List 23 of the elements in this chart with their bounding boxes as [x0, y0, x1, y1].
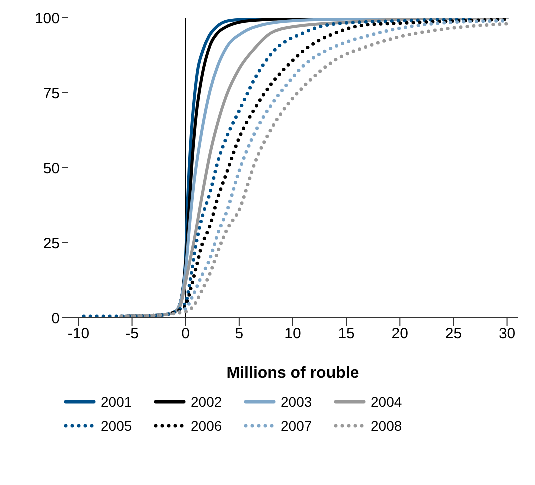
- x-axis-title: Millions of rouble: [226, 365, 360, 382]
- x-tick-label: -10: [68, 326, 90, 343]
- legend-label: 2007: [281, 418, 312, 434]
- legend-label: 2006: [191, 418, 222, 434]
- x-tick-label: 15: [338, 326, 355, 343]
- legend-label: 2003: [281, 394, 312, 410]
- x-tick-label: 5: [235, 326, 244, 343]
- x-tick-label: 0: [182, 326, 190, 343]
- y-tick-label: 75: [43, 85, 60, 102]
- x-tick-label: 25: [445, 326, 462, 343]
- legend-label: 2008: [371, 418, 402, 434]
- x-tick-label: 20: [392, 326, 408, 343]
- legend-label: 2001: [101, 394, 132, 410]
- y-tick-label: 100: [34, 10, 60, 28]
- legend-label: 2002: [191, 394, 222, 410]
- y-tick-label: 0: [52, 310, 60, 328]
- y-tick-label: 50: [43, 160, 60, 178]
- x-tick-label: -5: [126, 326, 139, 343]
- legend-label: 2005: [101, 418, 132, 434]
- legend-label: 2004: [371, 394, 402, 410]
- x-tick-label: 10: [284, 326, 302, 343]
- y-tick-label: 25: [43, 235, 60, 252]
- x-tick-label: 30: [498, 326, 516, 343]
